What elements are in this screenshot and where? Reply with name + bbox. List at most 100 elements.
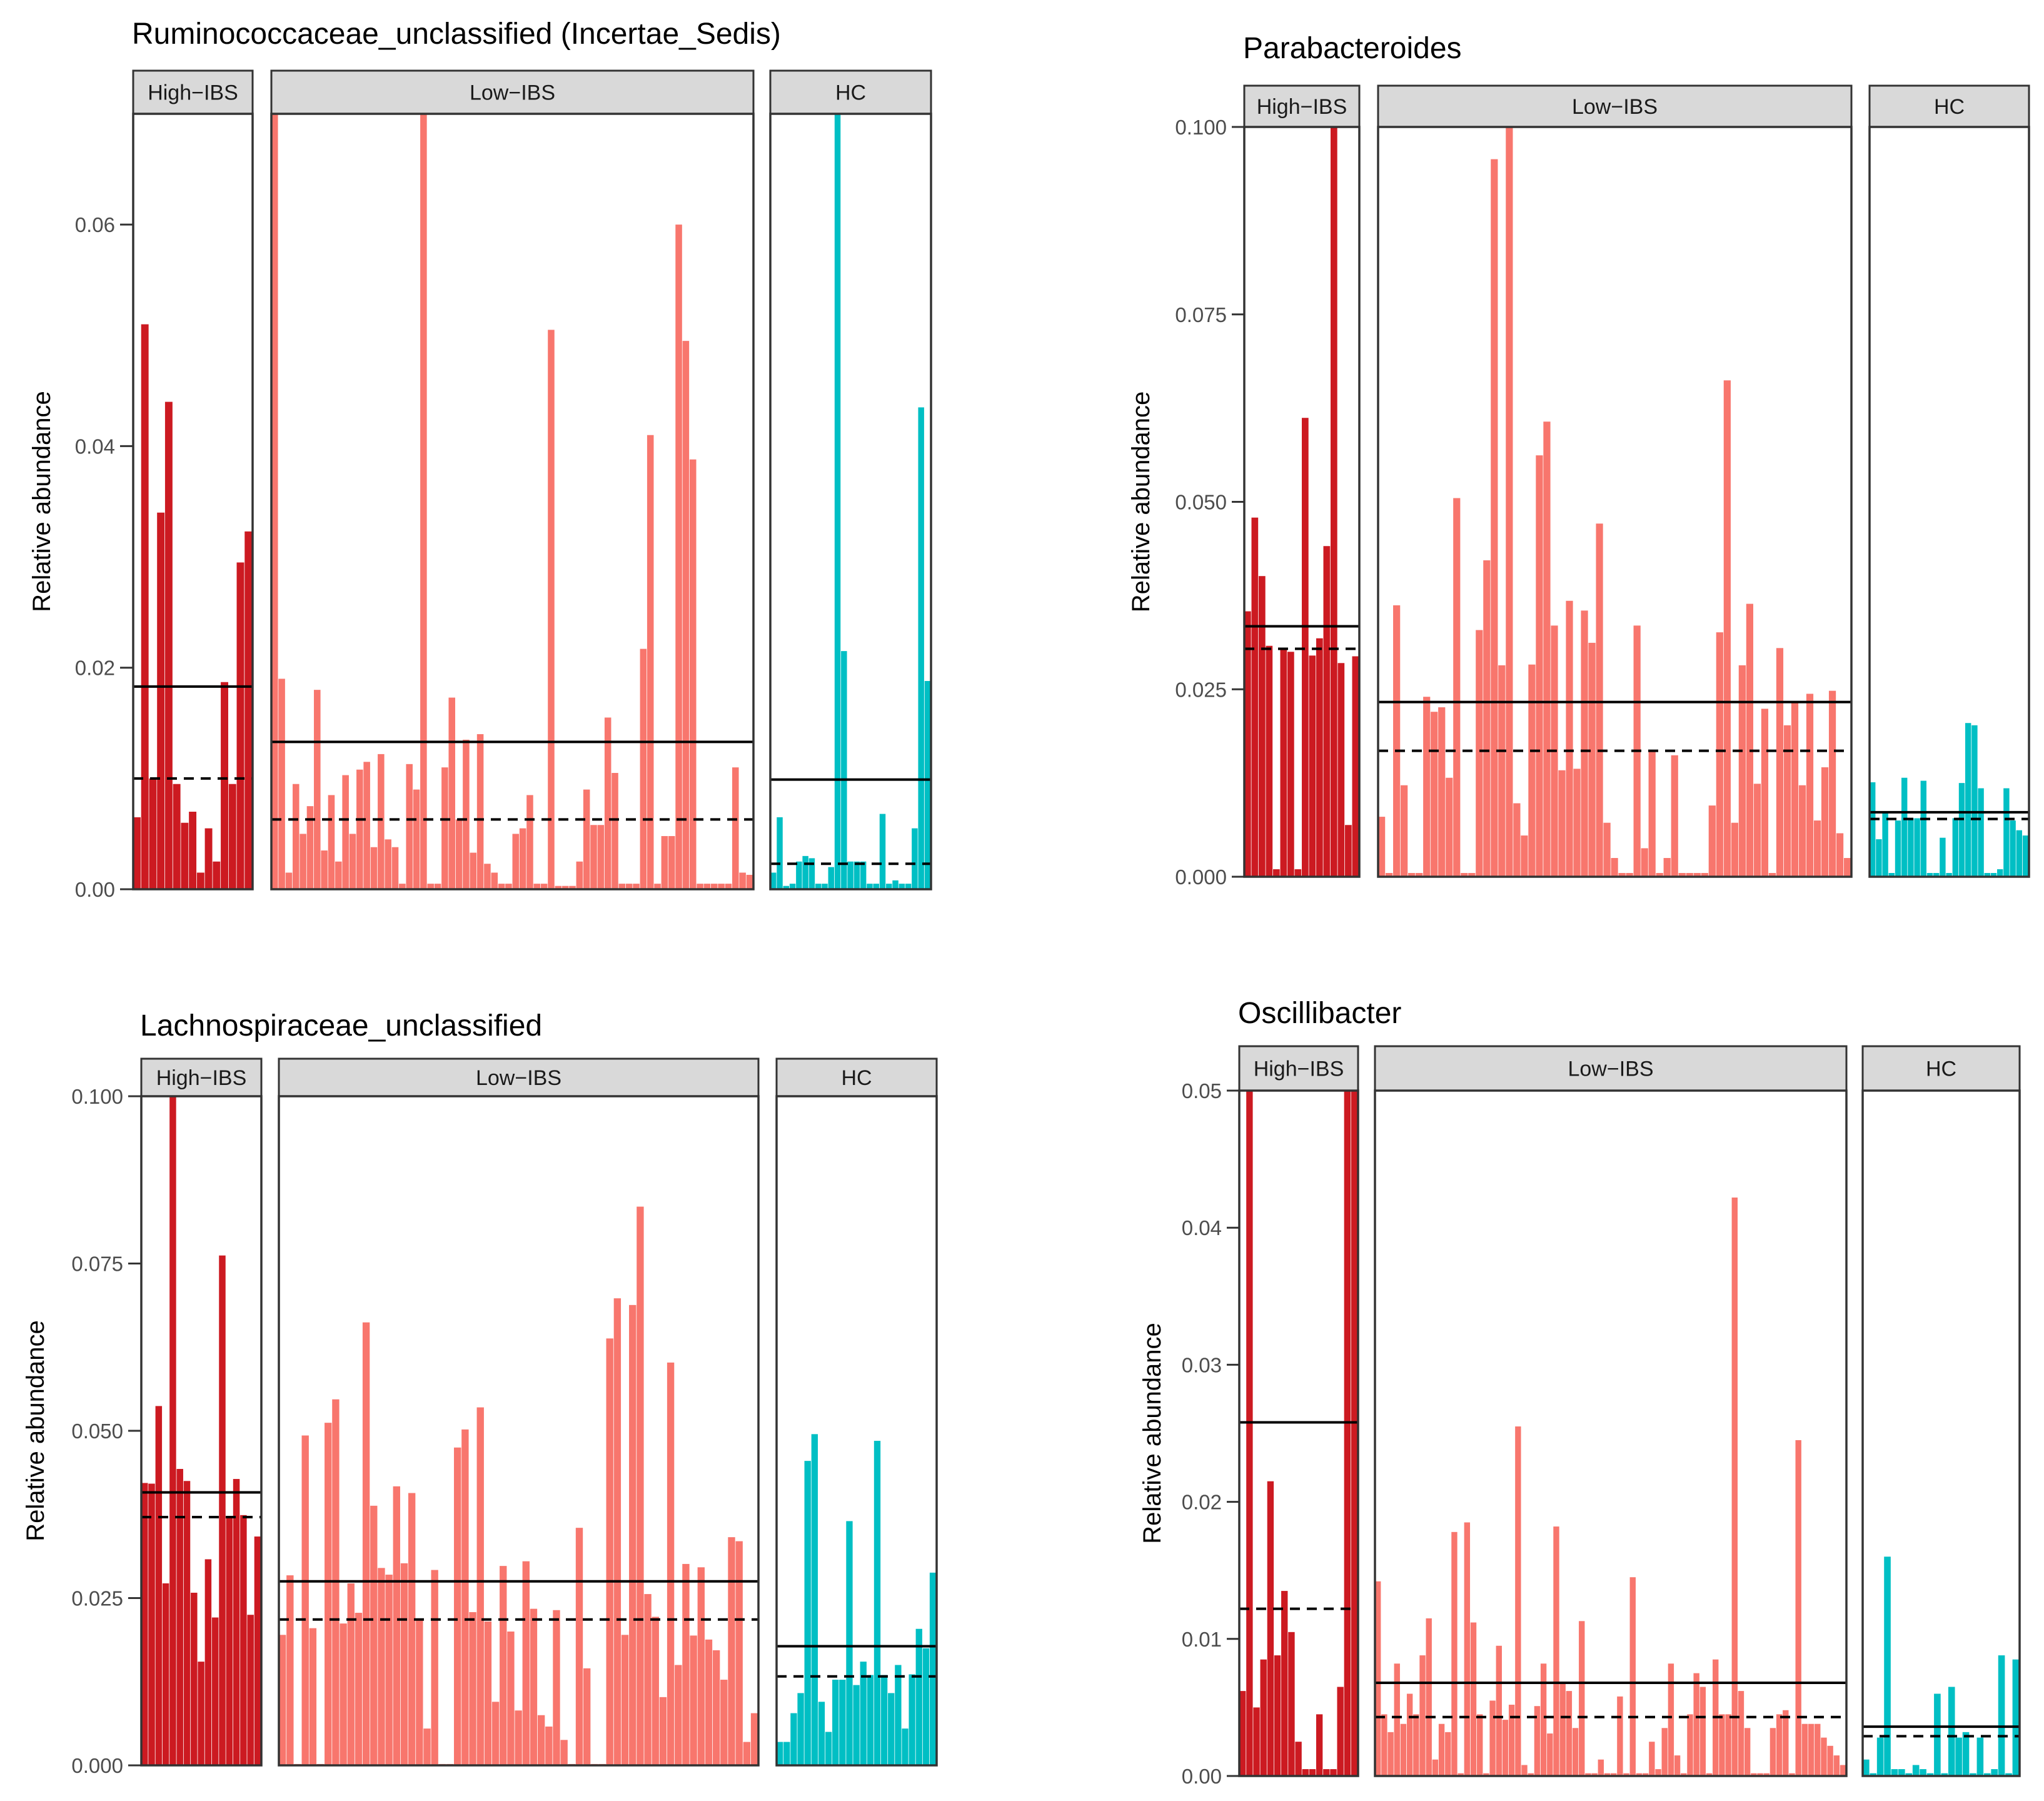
bar: [1686, 873, 1693, 877]
bar: [1419, 1655, 1426, 1776]
facet-frame: [1374, 1089, 1848, 1777]
bar: [519, 828, 526, 889]
bar: [909, 1674, 915, 1765]
bar: [789, 884, 796, 889]
bar: [385, 1575, 393, 1765]
bar: [1566, 600, 1573, 877]
bar: [1716, 632, 1723, 877]
bar: [555, 885, 562, 889]
bar: [1375, 1581, 1381, 1776]
bar: [895, 1665, 902, 1765]
facet-2: HC: [775, 1057, 938, 1767]
bar: [659, 1697, 667, 1765]
bar: [484, 864, 491, 889]
bar: [777, 1742, 783, 1765]
bar: [540, 884, 548, 889]
bar: [1693, 873, 1701, 877]
bar: [1598, 1759, 1604, 1776]
bar: [1990, 873, 1997, 877]
bar: [1496, 1645, 1502, 1776]
y-tick-label: 0.02: [75, 657, 115, 680]
bar: [301, 1435, 309, 1765]
bar: [434, 884, 441, 889]
facet-1: Low−IBS: [278, 1057, 760, 1767]
bar: [400, 1563, 408, 1765]
bar: [476, 734, 484, 889]
bar: [644, 1594, 652, 1765]
bar: [314, 690, 321, 889]
bar: [1515, 1426, 1521, 1776]
bar: [1244, 611, 1251, 877]
bar: [1663, 858, 1671, 877]
bar: [1708, 805, 1716, 877]
bar: [728, 1537, 735, 1765]
bar: [1976, 1737, 1984, 1776]
chart-oscillibacter: Oscillibacter Relative abundance 0.00 0.01 0…: [1139, 997, 2021, 1788]
bar: [841, 651, 847, 889]
bar: [777, 817, 783, 889]
bar: [300, 834, 306, 889]
facet-strip-label: HC: [1926, 1057, 1956, 1081]
bar: [675, 1665, 682, 1765]
bar: [537, 1715, 545, 1765]
y-axis-title: Relative abundance: [1127, 391, 1155, 613]
bar: [335, 861, 342, 889]
bar: [1998, 1655, 2005, 1776]
facet-strip: [1374, 1045, 1848, 1092]
bar: [1239, 1691, 1246, 1776]
bar: [804, 1461, 811, 1765]
bar: [1345, 825, 1352, 877]
bar: [385, 839, 391, 889]
bar: [725, 884, 732, 889]
bar: [1888, 873, 1895, 877]
bar: [1438, 1723, 1445, 1776]
bar: [196, 872, 204, 889]
bar: [1259, 576, 1266, 877]
bar: [423, 1728, 431, 1765]
bar: [905, 884, 912, 889]
bar: [1302, 1769, 1309, 1776]
bar: [522, 1561, 530, 1765]
bar: [408, 1493, 416, 1765]
bar: [750, 1713, 758, 1765]
y-tick-label: 0.025: [71, 1587, 123, 1610]
bar: [363, 762, 370, 889]
bar: [1970, 1773, 1976, 1776]
bar: [254, 1536, 261, 1765]
facet-frame: [769, 113, 932, 890]
bar: [1746, 603, 1753, 877]
bar: [1946, 873, 1952, 877]
bar: [476, 1407, 484, 1765]
bar: [1798, 785, 1806, 877]
facet-strip-label: Low−IBS: [1568, 1057, 1653, 1081]
bar: [703, 884, 711, 889]
bar: [1908, 818, 1914, 877]
bar: [621, 1635, 629, 1765]
bar: [818, 1702, 825, 1765]
bar: [198, 1662, 204, 1765]
bar: [1566, 1691, 1573, 1776]
bar: [370, 847, 378, 889]
bar: [286, 1575, 294, 1765]
facet-0: High−IBS: [1243, 84, 1361, 878]
bar: [808, 858, 815, 889]
bar: [548, 330, 555, 889]
chart-lachnospiraceae-unclassified: Lachnospiraceae_unclassified Relative abu…: [22, 1009, 938, 1777]
bar: [1833, 1755, 1840, 1776]
bar: [1506, 127, 1513, 877]
bar: [1302, 418, 1309, 877]
bar: [637, 1206, 644, 1765]
bar: [811, 1434, 818, 1765]
bar: [675, 224, 682, 889]
bar: [1260, 1659, 1267, 1776]
bar: [1801, 1723, 1808, 1776]
bar: [306, 806, 314, 889]
bar: [718, 884, 725, 889]
bar: [378, 1568, 385, 1765]
bar: [682, 1563, 690, 1765]
bar: [183, 1481, 191, 1765]
bar: [1331, 127, 1337, 877]
bar: [1438, 707, 1446, 877]
bar: [1719, 1714, 1725, 1776]
bar: [892, 880, 899, 889]
